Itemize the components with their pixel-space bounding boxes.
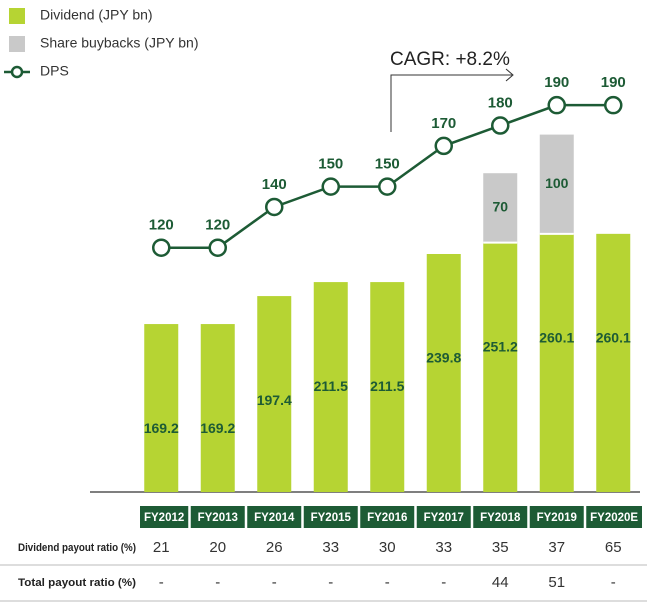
value-label: 169.2 — [200, 420, 235, 436]
dps-label: 150 — [318, 156, 343, 173]
value-label: 211.5 — [314, 378, 348, 394]
table-cell: - — [441, 574, 446, 591]
dps-marker — [604, 95, 623, 115]
annotation: CAGR: +8.2% — [390, 49, 510, 70]
table-cell: 65 — [605, 539, 622, 556]
value-label: 70 — [492, 199, 508, 215]
bar — [144, 324, 179, 492]
table-cell: 20 — [209, 539, 226, 556]
table-cell: 30 — [379, 539, 396, 556]
table-cell: 51 — [548, 574, 565, 591]
dps-label: 180 — [488, 95, 513, 112]
legend-label: Share buybacks (JPY bn) — [40, 35, 199, 51]
dps-marker — [152, 238, 171, 257]
bar — [539, 233, 574, 492]
bar — [483, 242, 518, 492]
dps-label: 170 — [431, 115, 456, 132]
table-cell: - — [328, 574, 333, 591]
dps-label: 140 — [262, 176, 287, 193]
dps-marker — [434, 136, 453, 156]
category-cell — [416, 506, 471, 528]
x-tick-label: FY2012 — [144, 512, 184, 524]
category-cell — [529, 506, 584, 528]
x-tick-label: FY2018 — [480, 512, 521, 524]
category-cell — [586, 506, 642, 528]
x-tick-label: FY2015 — [311, 512, 352, 524]
table-cell: 21 — [153, 539, 170, 556]
table-cell: - — [611, 574, 616, 591]
table-cell: 35 — [492, 539, 509, 556]
table-cell: 26 — [266, 539, 283, 556]
legend-label: DPS — [40, 63, 69, 79]
bar — [200, 324, 235, 492]
value-label: 260.1 — [596, 330, 631, 346]
value-label: 197.4 — [257, 392, 292, 408]
dps-label: 150 — [375, 156, 400, 173]
row-label: Total payout ratio (%) — [18, 577, 136, 589]
x-tick-label: FY2019 — [537, 512, 577, 524]
value-label: 260.1 — [539, 330, 574, 346]
legend-label: Dividend (JPY bn) — [40, 7, 153, 23]
dps-marker — [265, 197, 284, 217]
category-cell — [140, 506, 189, 528]
bar — [483, 173, 518, 243]
x-tick-label: FY2014 — [254, 512, 295, 524]
bar — [257, 296, 292, 492]
dps-label: 190 — [544, 74, 569, 91]
dps-label: 120 — [149, 217, 174, 234]
cagr-arrowhead — [505, 68, 514, 82]
dps-marker — [321, 177, 340, 196]
bar — [426, 253, 461, 492]
category-cell — [473, 506, 528, 528]
table-cell: 37 — [548, 539, 565, 556]
x-tick-label: FY2016 — [367, 512, 407, 524]
table-cell: - — [215, 574, 220, 591]
dps-marker — [208, 238, 227, 257]
x-tick-label: FY2017 — [424, 512, 464, 524]
table-cell: 33 — [435, 539, 452, 556]
cagr-arrow — [390, 74, 512, 132]
dps-label: 120 — [205, 217, 230, 234]
category-cell — [360, 506, 415, 528]
value-label: 239.8 — [426, 350, 461, 366]
x-tick-label: FY2020E — [590, 512, 638, 524]
table-cell: 33 — [322, 539, 339, 556]
bar — [313, 282, 348, 492]
dps-marker — [378, 177, 397, 196]
bar — [596, 233, 631, 492]
value-label: 100 — [545, 175, 569, 191]
value-label: 211.5 — [370, 378, 404, 394]
dps-label: 190 — [601, 74, 626, 91]
dps-marker — [547, 95, 566, 115]
table-cell: - — [385, 574, 390, 591]
value-label: 251.2 — [483, 338, 518, 354]
legend-marker — [10, 65, 24, 79]
category-cell — [303, 506, 358, 528]
x-tick-label: FY2013 — [198, 512, 238, 524]
category-cell — [190, 506, 245, 528]
value-label: 169.2 — [144, 420, 179, 436]
category-cell — [247, 506, 302, 528]
bar — [539, 134, 574, 234]
table-cell: 44 — [492, 574, 509, 591]
legend-swatch — [9, 36, 25, 52]
dps-marker — [491, 116, 510, 135]
table-cell: - — [159, 574, 164, 591]
table-cell: - — [272, 574, 277, 591]
legend-swatch — [9, 8, 25, 24]
row-label: Dividend payout ratio (%) — [18, 542, 136, 554]
bar — [370, 282, 405, 492]
